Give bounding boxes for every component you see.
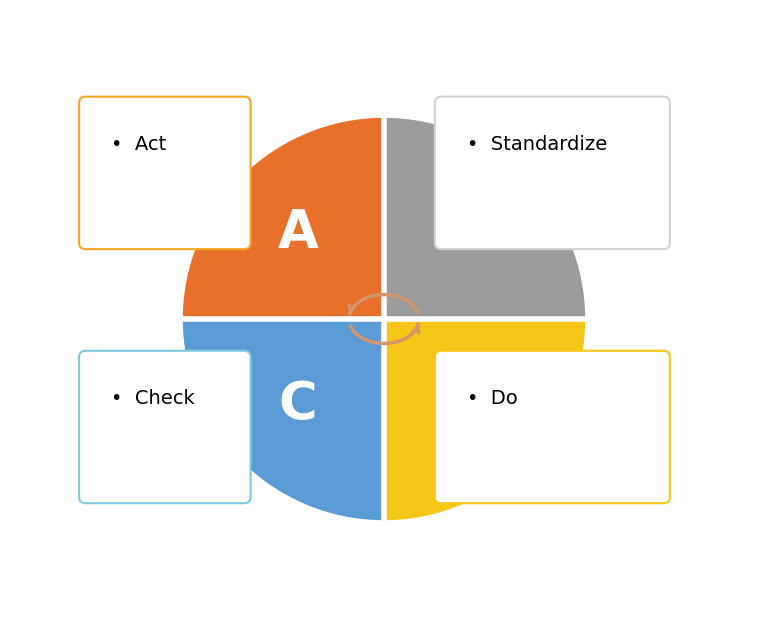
Text: A: A: [277, 207, 318, 259]
Wedge shape: [384, 115, 588, 319]
Text: S: S: [452, 207, 489, 259]
Wedge shape: [180, 319, 384, 523]
Text: •  Check: • Check: [111, 389, 194, 408]
FancyBboxPatch shape: [79, 97, 250, 249]
Text: C: C: [278, 379, 317, 431]
FancyBboxPatch shape: [79, 351, 250, 503]
Text: D: D: [449, 379, 492, 431]
FancyBboxPatch shape: [435, 351, 670, 503]
FancyBboxPatch shape: [435, 97, 670, 249]
Wedge shape: [384, 319, 588, 523]
Text: •  Standardize: • Standardize: [467, 135, 607, 154]
Wedge shape: [180, 115, 384, 319]
Text: •  Act: • Act: [111, 135, 166, 154]
Text: •  Do: • Do: [467, 389, 518, 408]
